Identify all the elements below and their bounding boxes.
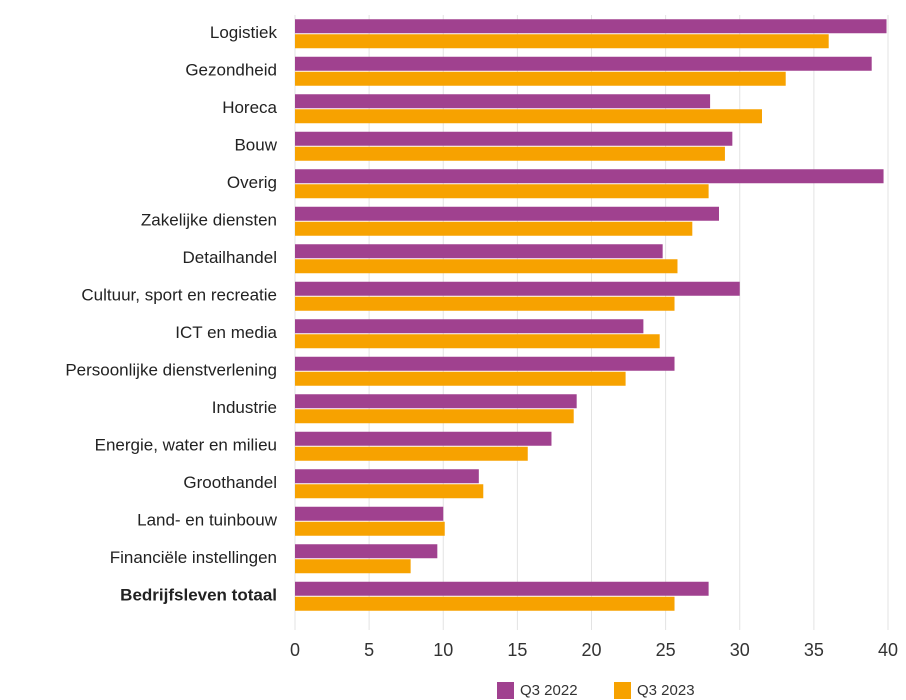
bar bbox=[295, 184, 709, 199]
y-tick-label: Persoonlijke dienstverlening bbox=[65, 361, 277, 380]
bar bbox=[295, 544, 438, 559]
y-tick-label: Energie, water en milieu bbox=[95, 436, 277, 455]
y-tick-label: Horeca bbox=[222, 98, 277, 117]
bar bbox=[295, 484, 484, 499]
y-tick-label: Financiële instellingen bbox=[110, 548, 277, 567]
y-tick-label: Zakelijke diensten bbox=[141, 211, 277, 230]
y-tick-label: Overig bbox=[227, 173, 277, 192]
y-tick-label: Cultuur, sport en recreatie bbox=[81, 286, 277, 305]
bar bbox=[295, 259, 678, 274]
bar bbox=[295, 446, 528, 461]
x-tick-label: 10 bbox=[433, 640, 453, 660]
bar bbox=[295, 34, 829, 49]
x-tick-label: 20 bbox=[581, 640, 601, 660]
bar bbox=[295, 469, 479, 484]
y-tick-label: Bouw bbox=[234, 136, 277, 155]
y-tick-label: Logistiek bbox=[210, 23, 278, 42]
bar bbox=[295, 71, 786, 86]
bar bbox=[295, 521, 445, 536]
y-tick-label: Industrie bbox=[212, 398, 277, 417]
legend-swatch bbox=[614, 682, 631, 699]
bar bbox=[295, 109, 762, 124]
bar bbox=[295, 394, 577, 409]
x-tick-label: 40 bbox=[878, 640, 898, 660]
bar bbox=[295, 281, 740, 296]
bar bbox=[295, 221, 693, 236]
bar bbox=[295, 409, 574, 424]
bar bbox=[295, 596, 675, 611]
bar bbox=[295, 506, 444, 521]
legend-label: Q3 2022 bbox=[520, 682, 578, 699]
x-tick-label: 25 bbox=[656, 640, 676, 660]
bar bbox=[295, 94, 711, 109]
x-tick-label: 5 bbox=[364, 640, 374, 660]
y-tick-label: ICT en media bbox=[175, 323, 277, 342]
bar bbox=[295, 296, 675, 311]
bar bbox=[295, 244, 663, 259]
bar bbox=[295, 206, 719, 221]
y-tick-label: Gezondheid bbox=[185, 61, 277, 80]
x-tick-label: 30 bbox=[730, 640, 750, 660]
bar bbox=[295, 56, 872, 71]
bar bbox=[295, 371, 626, 386]
bar bbox=[295, 319, 644, 334]
bar bbox=[295, 581, 709, 596]
y-tick-label: Bedrijfsleven totaal bbox=[120, 586, 277, 605]
legend-label: Q3 2023 bbox=[637, 682, 695, 699]
bar bbox=[295, 334, 660, 349]
y-tick-label: Land- en tuinbouw bbox=[137, 511, 278, 530]
bar bbox=[295, 131, 733, 146]
bar bbox=[295, 146, 725, 161]
x-tick-label: 35 bbox=[804, 640, 824, 660]
bar bbox=[295, 169, 884, 184]
x-tick-label: 0 bbox=[290, 640, 300, 660]
legend-swatch bbox=[497, 682, 514, 699]
y-tick-label: Detailhandel bbox=[182, 248, 277, 267]
bar bbox=[295, 559, 411, 574]
y-tick-label: Groothandel bbox=[183, 473, 277, 492]
bar bbox=[295, 431, 552, 446]
bar bbox=[295, 356, 675, 371]
bar bbox=[295, 19, 887, 34]
x-tick-label: 15 bbox=[507, 640, 527, 660]
